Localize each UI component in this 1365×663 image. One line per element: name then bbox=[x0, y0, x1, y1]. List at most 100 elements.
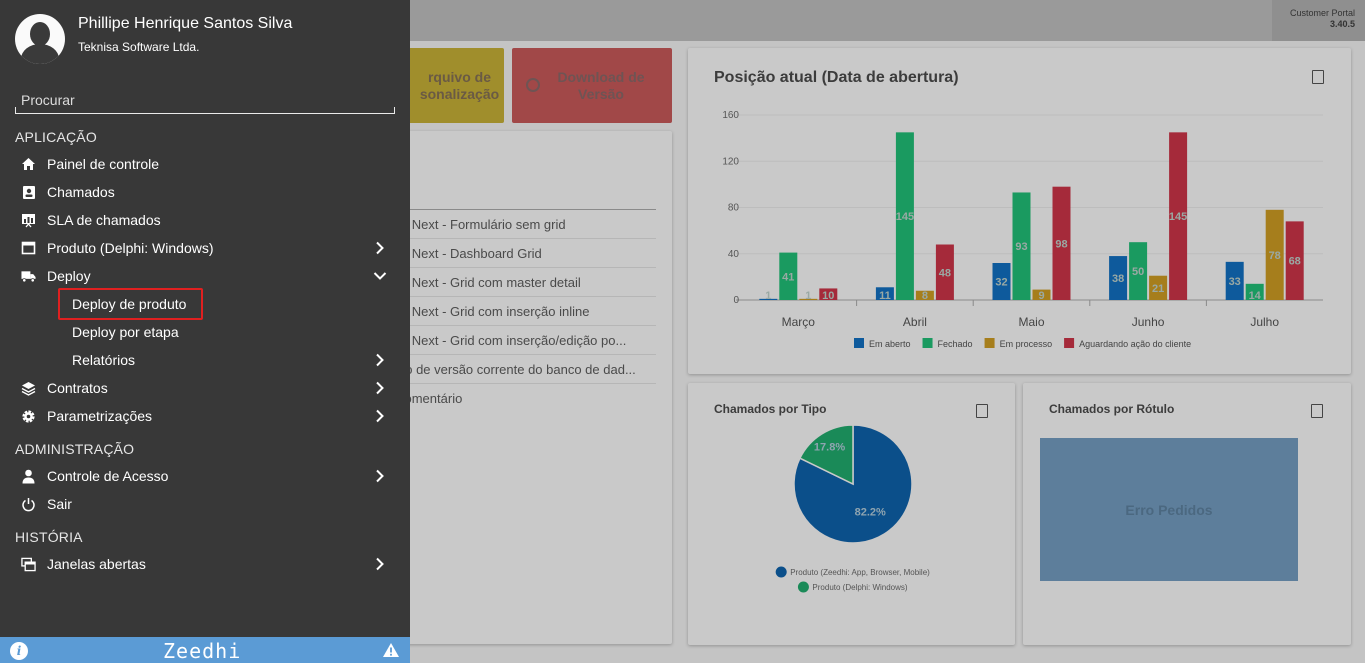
presentation-chart-icon bbox=[21, 213, 36, 228]
arquivo-personalizacao-tile[interactable]: rquivo de sonalização bbox=[395, 48, 504, 123]
bar bbox=[1052, 186, 1071, 300]
menu-item-relatorios[interactable]: Relatórios bbox=[0, 346, 410, 374]
menu-item-parametrizacoes[interactable]: Parametrizações bbox=[0, 402, 410, 430]
bar bbox=[1225, 261, 1244, 300]
download-versao-tile[interactable]: Download de Versão bbox=[512, 48, 672, 123]
menu-item-janelas[interactable]: Janelas abertas bbox=[0, 550, 410, 578]
section-aplicacao: APLICAÇÃO bbox=[15, 129, 97, 145]
legend-swatch bbox=[797, 581, 809, 593]
person-icon bbox=[21, 469, 36, 484]
layers-icon bbox=[21, 381, 36, 396]
zeedhi-logo: Zeedhi bbox=[163, 639, 242, 663]
navigation-drawer: Phillipe Henrique Santos Silva Teknisa S… bbox=[0, 0, 410, 663]
chevron-right-icon bbox=[376, 557, 384, 571]
list-item[interactable]: ão de versão corrente do banco de dad... bbox=[395, 355, 656, 384]
y-tick-label: 120 bbox=[722, 156, 739, 167]
menu-item-controle-acesso[interactable]: Controle de Acesso bbox=[0, 462, 410, 490]
menu-item-label: Controle de Acesso bbox=[47, 468, 169, 484]
menu-item-sla[interactable]: SLA de chamados bbox=[0, 206, 410, 234]
export-icon[interactable] bbox=[1311, 404, 1323, 418]
export-icon[interactable] bbox=[1312, 70, 1324, 84]
menu-item-label: Produto (Delphi: Windows) bbox=[47, 240, 214, 256]
menu-item-contratos[interactable]: Contratos bbox=[0, 374, 410, 402]
legend-swatch bbox=[775, 566, 787, 578]
menu-item-produto[interactable]: Produto (Delphi: Windows) bbox=[0, 234, 410, 262]
label-chart-card: Chamados por Rótulo Erro Pedidos bbox=[1023, 383, 1351, 645]
menu-item-label: Parametrizações bbox=[47, 408, 153, 424]
legend-label: Fechado bbox=[938, 339, 973, 349]
menu-item-label: Contratos bbox=[47, 380, 108, 396]
x-tick-label: Março bbox=[782, 315, 816, 329]
list-item[interactable]: hi Next - Grid com inserção/edição po... bbox=[395, 326, 656, 355]
bar bbox=[915, 290, 934, 300]
truck-icon bbox=[21, 269, 36, 284]
legend-label: Em processo bbox=[1000, 339, 1053, 349]
list-item[interactable]: hi Next - Grid com master detail bbox=[395, 268, 656, 297]
bar bbox=[759, 298, 778, 300]
list-item[interactable]: comentário bbox=[398, 391, 463, 406]
bar bbox=[779, 252, 798, 300]
bar bbox=[1109, 256, 1128, 300]
menu-item-sair[interactable]: Sair bbox=[0, 490, 410, 518]
legend-swatch bbox=[922, 338, 933, 348]
bar-data-label: 145 bbox=[1169, 211, 1187, 223]
list-header-divider bbox=[395, 209, 656, 210]
bar-data-label: 48 bbox=[939, 267, 951, 279]
download-tile-label: Download de Versão bbox=[557, 68, 645, 102]
menu-item-label: SLA de chamados bbox=[47, 212, 161, 228]
pie-chart-card: Chamados por Tipo 82.2% 17.8% Produto (Zee… bbox=[688, 383, 1015, 645]
menu-item-deploy[interactable]: Deploy bbox=[0, 262, 410, 290]
pie-slice bbox=[798, 424, 854, 486]
chevron-right-icon bbox=[376, 409, 384, 423]
legend-swatch bbox=[984, 338, 995, 348]
bar-data-label: 38 bbox=[1112, 273, 1124, 285]
bar bbox=[992, 263, 1011, 300]
search-input[interactable] bbox=[21, 90, 381, 110]
x-tick-label: Junho bbox=[1132, 315, 1165, 329]
bar bbox=[1169, 132, 1188, 300]
bar bbox=[1245, 283, 1264, 300]
label-chart-title: Chamados por Rótulo bbox=[1049, 402, 1175, 416]
menu-item-deploy-produto[interactable]: Deploy de produto bbox=[0, 290, 410, 318]
bar bbox=[875, 287, 894, 300]
info-icon[interactable]: i bbox=[10, 642, 28, 660]
bar bbox=[1285, 221, 1304, 300]
x-tick-label: Julho bbox=[1250, 315, 1279, 329]
windows-stack-icon bbox=[21, 557, 36, 572]
error-text: Erro Pedidos bbox=[1125, 501, 1213, 518]
list-item[interactable]: hi Next - Dashboard Grid bbox=[395, 239, 656, 268]
legend-label: Em aberto bbox=[869, 339, 911, 349]
avatar[interactable] bbox=[15, 14, 65, 64]
menu-item-chamados[interactable]: Chamados bbox=[0, 178, 410, 206]
menu-item-painel[interactable]: Painel de controle bbox=[0, 150, 410, 178]
legend-swatch bbox=[854, 338, 864, 348]
y-tick-label: 0 bbox=[733, 295, 739, 306]
bar-data-label: 41 bbox=[782, 271, 794, 283]
bar-data-label: 32 bbox=[995, 277, 1007, 289]
window-icon bbox=[21, 241, 36, 256]
export-icon[interactable] bbox=[976, 404, 988, 418]
user-name: Phillipe Henrique Santos Silva bbox=[78, 15, 293, 32]
bar-data-label: 9 bbox=[1038, 290, 1044, 302]
menu-item-label: Deploy por etapa bbox=[72, 324, 179, 340]
list-item[interactable]: hi Next - Formulário sem grid bbox=[395, 210, 656, 239]
warning-icon[interactable] bbox=[382, 642, 400, 658]
menu-item-deploy-etapa[interactable]: Deploy por etapa bbox=[0, 318, 410, 346]
bar bbox=[895, 132, 914, 300]
menu-item-label: Painel de controle bbox=[47, 156, 160, 172]
x-tick-label: Abril bbox=[903, 315, 927, 329]
pie-chart-title: Chamados por Tipo bbox=[714, 402, 827, 416]
bar bbox=[1149, 275, 1168, 300]
section-administracao: ADMINISTRAÇÃO bbox=[15, 441, 135, 457]
chevron-down-icon bbox=[373, 272, 387, 280]
y-tick-label: 160 bbox=[722, 110, 739, 121]
bar bbox=[1265, 209, 1284, 300]
arquivo-tile-label: rquivo de sonalização bbox=[419, 68, 500, 102]
selection-highlight bbox=[58, 288, 203, 320]
bar bbox=[1032, 289, 1051, 300]
pie-chart: 82.2% 17.8% Produto (Zeedhi: App, Browser,… bbox=[775, 424, 930, 593]
portal-version-box: Customer Portal 3.40.5 bbox=[1272, 0, 1365, 41]
list-item[interactable]: hi Next - Grid com inserção inline bbox=[395, 297, 656, 326]
chevron-right-icon bbox=[376, 381, 384, 395]
